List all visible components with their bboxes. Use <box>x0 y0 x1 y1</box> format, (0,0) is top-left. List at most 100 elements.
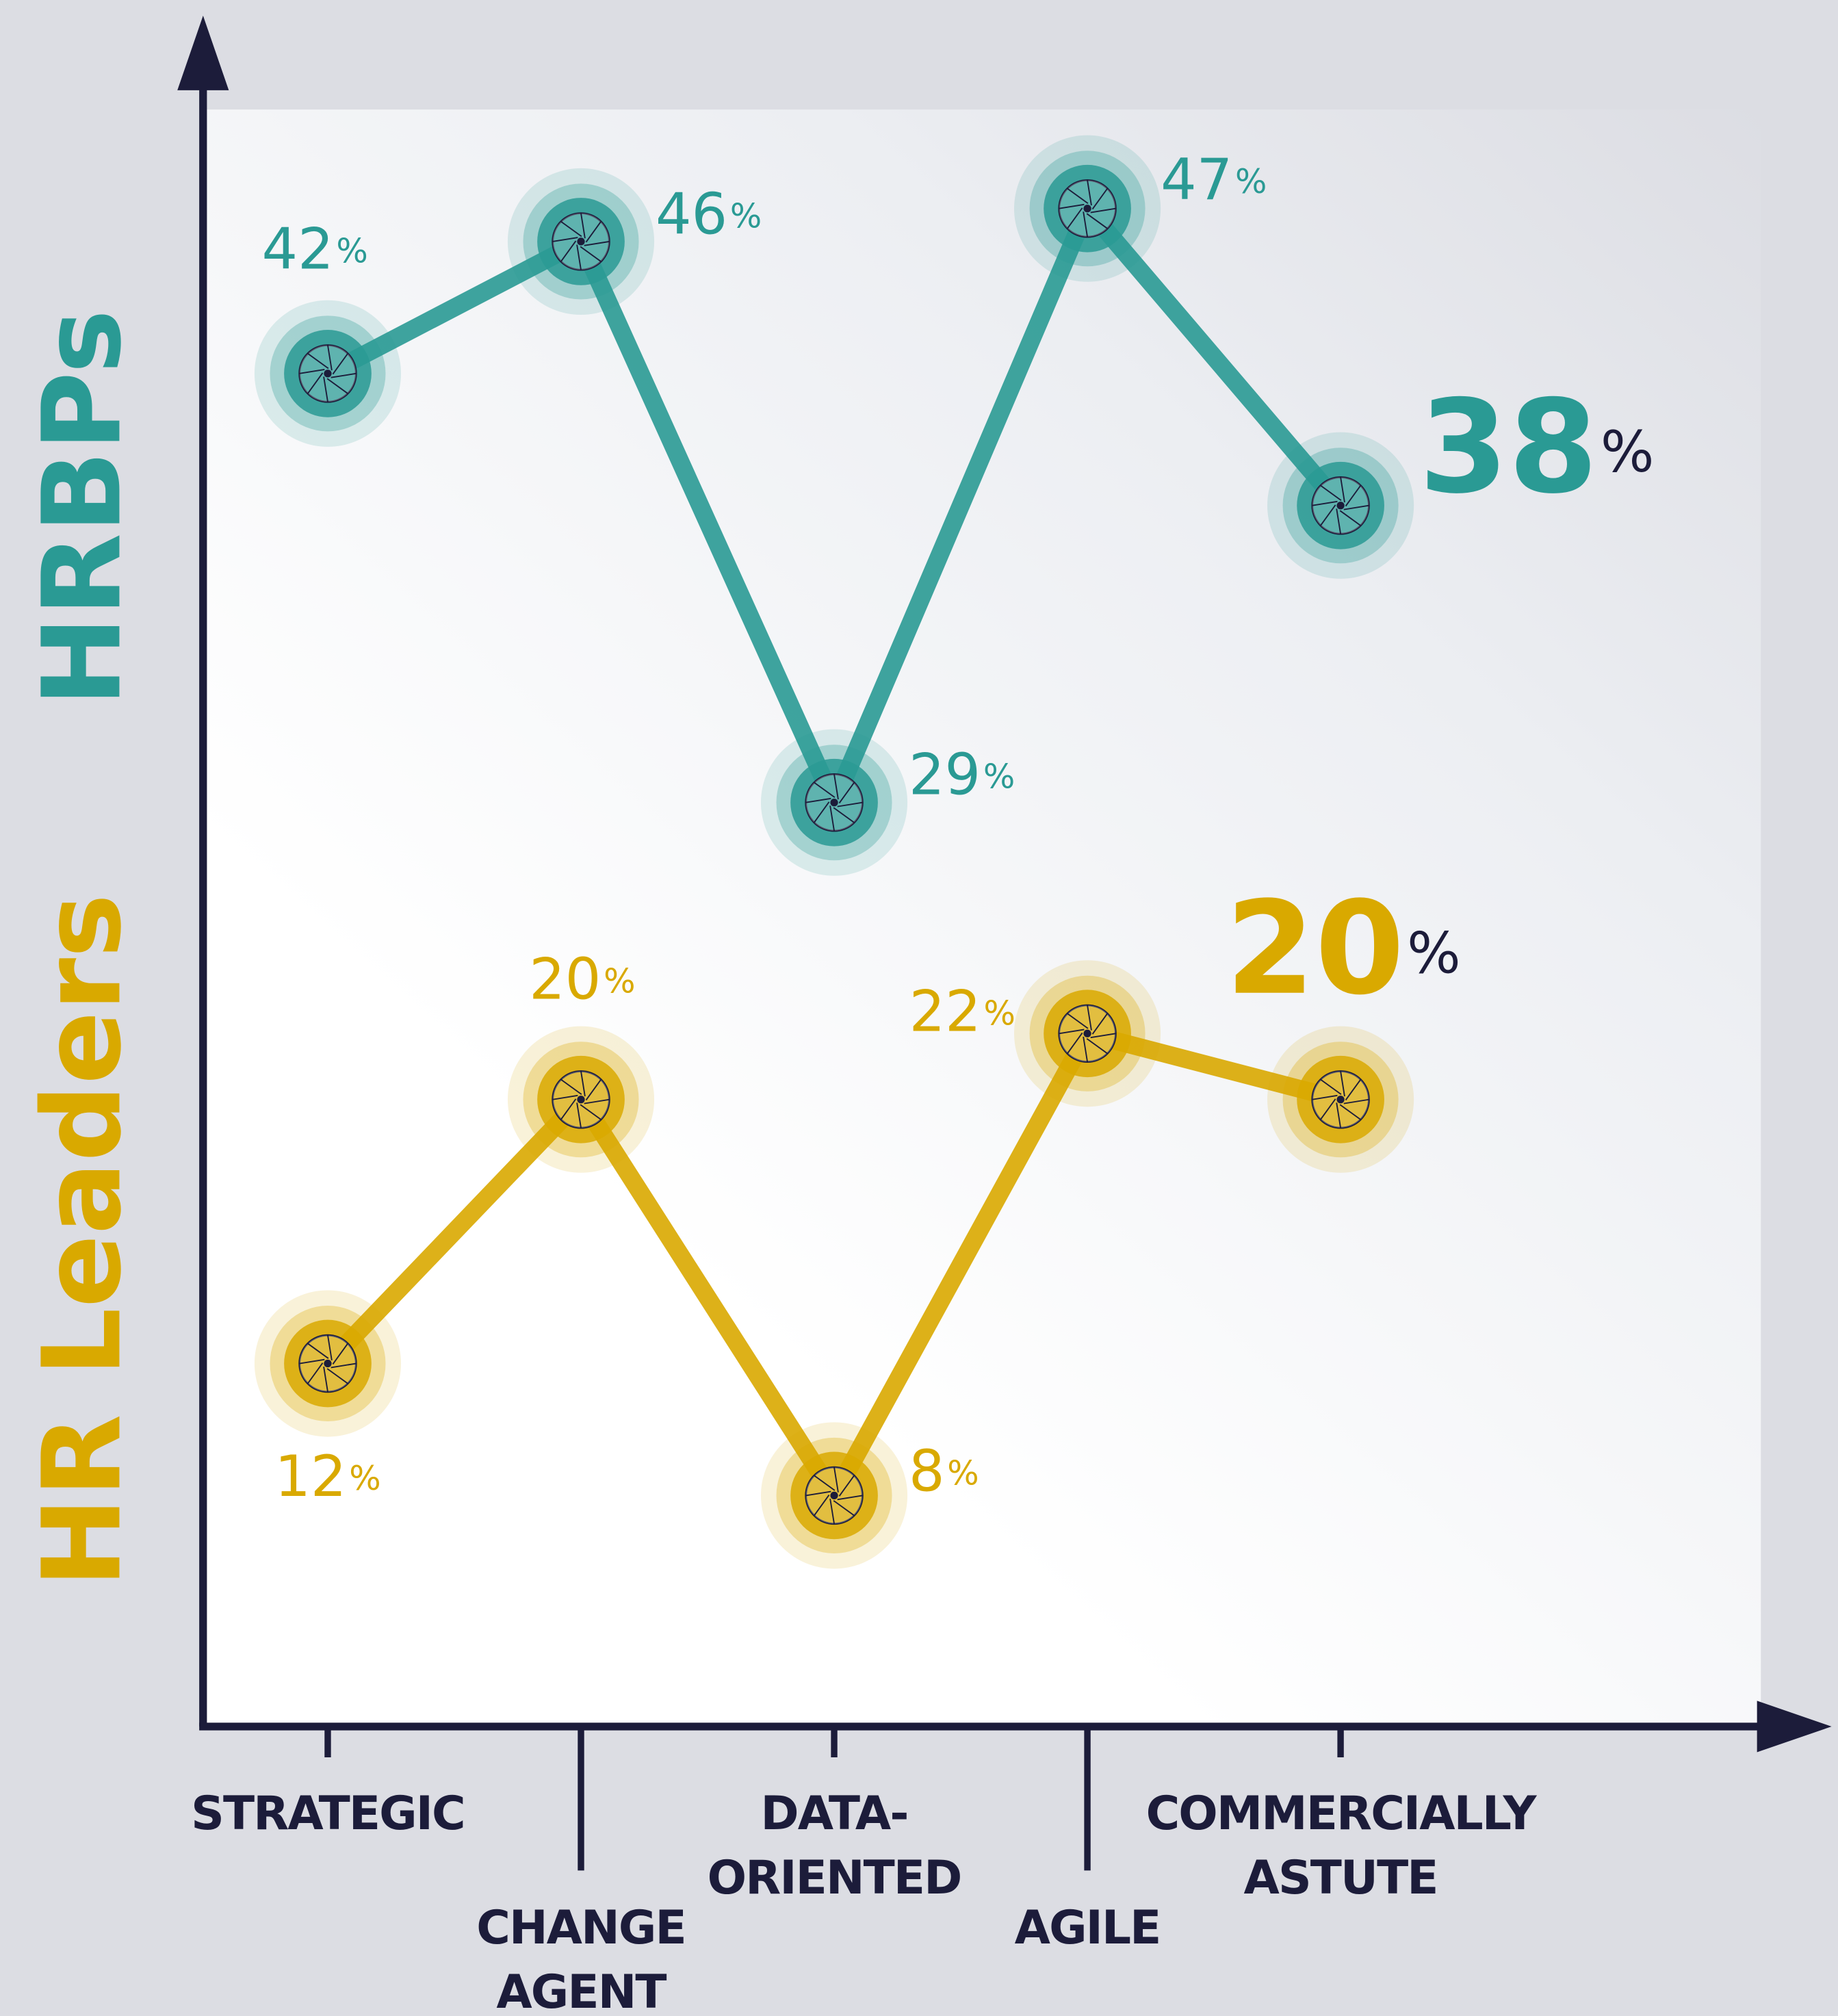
point <box>254 1290 402 1437</box>
spoke <box>332 353 348 375</box>
spoke <box>1090 207 1116 214</box>
label-unit: % <box>983 758 1015 797</box>
label-value: 42 <box>262 217 334 283</box>
spoke <box>326 378 348 394</box>
spoke <box>1087 180 1092 206</box>
spoke <box>307 372 324 394</box>
spoke <box>576 1102 582 1128</box>
point <box>1267 432 1414 579</box>
point <box>507 1026 655 1173</box>
spoke <box>576 244 582 270</box>
data-label: 38% <box>1419 373 1655 522</box>
spoke <box>560 220 582 237</box>
label-unit: % <box>947 1454 979 1493</box>
spoke <box>805 797 831 803</box>
spoke <box>331 372 357 378</box>
spoke <box>829 805 835 831</box>
spoke <box>814 801 830 823</box>
x-tick-label: AGENT <box>496 1965 666 2016</box>
spoke <box>585 221 601 243</box>
spoke <box>1067 188 1089 205</box>
spoke <box>1336 1102 1342 1128</box>
spoke <box>327 1335 333 1361</box>
axes <box>177 15 1832 1753</box>
spoke <box>1059 1029 1085 1035</box>
spoke <box>837 1495 863 1501</box>
spoke <box>331 1362 357 1369</box>
point <box>760 1422 908 1569</box>
label-value: 12 <box>274 1445 346 1510</box>
spoke <box>580 213 586 239</box>
series-name: HR Leaders <box>20 894 145 1588</box>
spoke <box>307 352 329 370</box>
spoke <box>837 801 863 807</box>
label-unit: % <box>730 197 762 236</box>
spoke <box>833 1466 839 1492</box>
spoke <box>584 241 610 246</box>
y-arrow <box>177 15 229 90</box>
spoke <box>1343 1098 1369 1104</box>
label-unit: % <box>336 231 367 270</box>
spoke <box>1339 510 1361 526</box>
spoke <box>584 1098 610 1104</box>
spoke <box>1067 1032 1083 1055</box>
point <box>760 729 908 876</box>
label-value: 20 <box>1226 875 1404 1024</box>
spoke <box>838 781 855 804</box>
spoke <box>833 1500 855 1516</box>
series-name: HRBPs <box>20 309 145 707</box>
x-arrow <box>1757 1701 1832 1753</box>
spoke <box>1067 207 1083 229</box>
spoke <box>326 1368 348 1384</box>
spoke <box>1086 1038 1108 1055</box>
label-unit: % <box>1407 921 1461 987</box>
spoke <box>1339 1104 1361 1120</box>
label-value: 47 <box>1161 147 1232 213</box>
spoke <box>552 1094 578 1100</box>
spoke <box>1320 504 1336 526</box>
spoke <box>1336 508 1342 534</box>
spoke <box>1086 213 1108 229</box>
spoke <box>1345 484 1362 507</box>
data-label: 46% <box>656 182 762 248</box>
spoke <box>829 1498 835 1524</box>
spoke <box>1312 1094 1338 1100</box>
spoke <box>1340 1071 1345 1097</box>
label-value: 22 <box>909 979 981 1045</box>
data-label: 12% <box>274 1445 380 1510</box>
spoke <box>323 376 328 402</box>
spoke <box>814 1475 836 1491</box>
hub <box>830 1491 838 1500</box>
x-tick-label: ORIENTED <box>708 1850 961 1904</box>
data-label: 22% <box>909 979 1015 1045</box>
spoke <box>585 1078 601 1101</box>
spoke <box>299 1358 325 1365</box>
label-value: 46 <box>656 182 727 248</box>
label-value: 38 <box>1419 373 1598 522</box>
spoke <box>814 1495 830 1516</box>
hub <box>577 1096 585 1104</box>
label-unit: % <box>1601 420 1655 486</box>
spoke <box>580 246 601 262</box>
point <box>1013 960 1161 1107</box>
data-label: 29% <box>909 742 1015 808</box>
x-tick-label: CHANGE <box>476 1900 686 1954</box>
data-label: 47% <box>1161 147 1267 213</box>
hub <box>1083 1029 1091 1037</box>
spoke <box>1312 500 1338 506</box>
hub <box>324 1359 332 1368</box>
x-tick-label: STRATEGIC <box>191 1786 465 1840</box>
spoke <box>805 1490 831 1497</box>
spoke <box>1091 188 1109 210</box>
hub <box>577 237 585 246</box>
spoke <box>1320 1098 1336 1120</box>
label-unit: % <box>983 994 1015 1033</box>
plot-area <box>203 109 1761 1727</box>
spoke <box>307 1362 324 1384</box>
hub <box>1083 205 1091 213</box>
spoke <box>1067 1013 1089 1029</box>
label-value: 20 <box>529 947 601 1013</box>
spoke <box>1345 1078 1362 1101</box>
hub <box>1336 502 1345 510</box>
